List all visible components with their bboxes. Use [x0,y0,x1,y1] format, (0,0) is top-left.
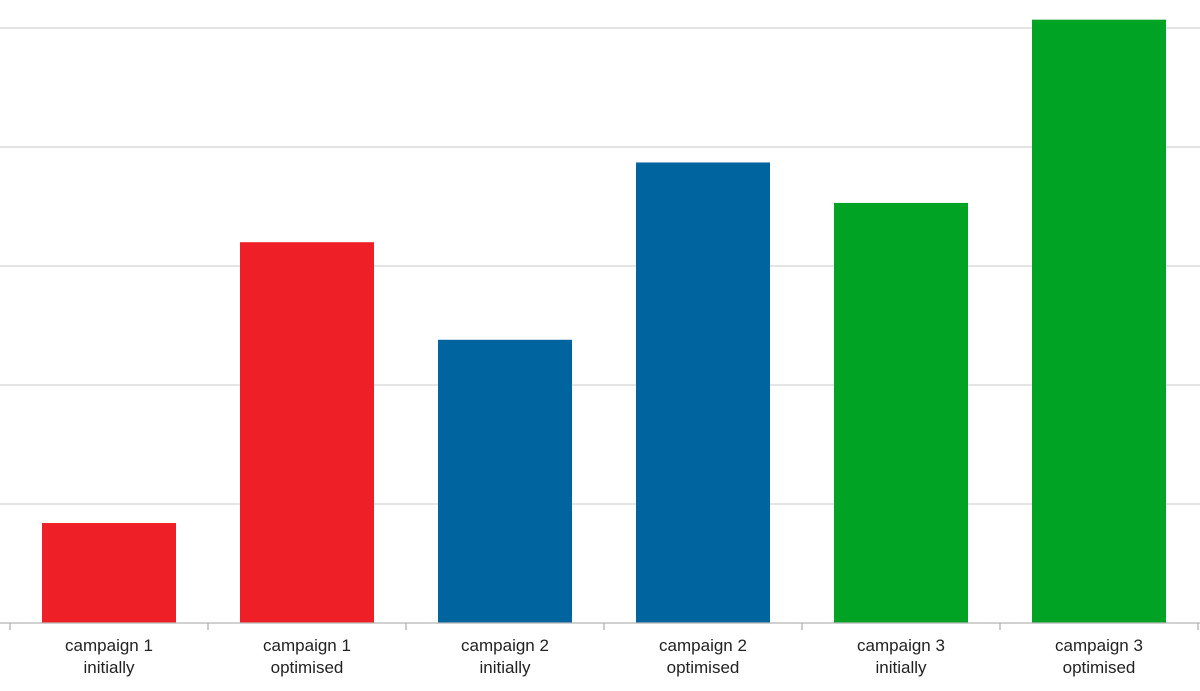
x-tick-label: campaign 3 initially [857,636,945,677]
x-tick-label-line: optimised [1063,658,1136,677]
bar [240,242,374,623]
bar [1032,19,1166,624]
x-tick-label-line: campaign 2 [659,636,747,655]
x-tick-label-line: optimised [271,658,344,677]
bar [636,162,770,623]
gridlines [0,27,1200,505]
x-tick-label-line: initially [479,658,531,677]
bar [42,523,176,623]
x-tick-label-line: campaign 1 [263,636,351,655]
x-tick-label-line: campaign 3 [1055,636,1143,655]
x-tick-label: campaign 2 optimised [659,636,747,677]
bar [438,339,572,623]
x-tick-label: campaign 1 initially [65,636,153,677]
bar [834,202,968,623]
x-axis [0,622,1200,630]
x-tick-label: campaign 2 initially [461,636,549,677]
bars [42,19,1166,624]
x-tick-label-line: initially [875,658,927,677]
x-tick-label-line: initially [83,658,135,677]
x-tick-label-line: campaign 3 [857,636,945,655]
x-tick-label-line: optimised [667,658,740,677]
x-tick-label-line: campaign 1 [65,636,153,655]
x-tick-label: campaign 3 optimised [1055,636,1143,677]
x-tick-label: campaign 1 optimised [263,636,351,677]
x-tick-label-line: campaign 2 [461,636,549,655]
